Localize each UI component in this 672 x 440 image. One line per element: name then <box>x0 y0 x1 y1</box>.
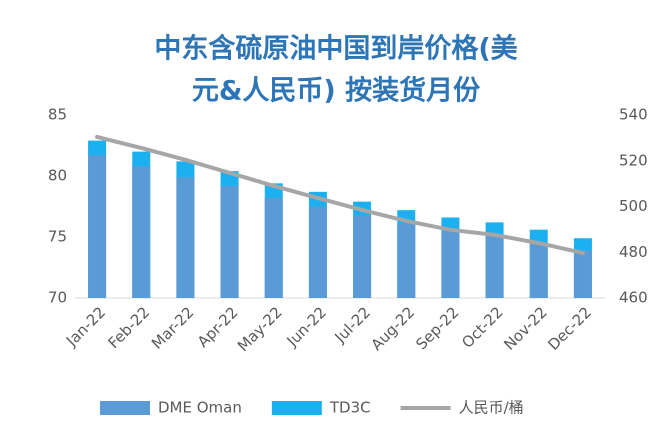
y-tick-label: 85 <box>48 106 67 124</box>
bar <box>220 185 239 298</box>
y2-tick-label: 480 <box>619 243 648 261</box>
y-tick-label: 70 <box>48 289 67 307</box>
legend-label: 人民币/桶 <box>459 399 524 417</box>
x-tick-label: Aug-22 <box>367 303 418 354</box>
bar <box>264 197 283 298</box>
bar <box>88 155 107 298</box>
x-tick-label: Jun-22 <box>283 303 330 350</box>
bar <box>441 230 460 298</box>
bar <box>397 223 416 298</box>
chart-title: 中东含硫原油中国到岸价格(美 <box>154 33 517 65</box>
x-tick-label: Dec-22 <box>544 303 595 354</box>
line <box>95 134 585 255</box>
x-tick-label: Jan-22 <box>62 303 109 350</box>
bar <box>176 177 195 298</box>
x-tick-label: May-22 <box>234 303 286 355</box>
legend-label: DME Oman <box>158 399 242 417</box>
legend-label: TD3C <box>329 399 371 417</box>
bar <box>353 215 372 298</box>
legend-swatch <box>100 401 150 415</box>
bar <box>529 243 548 298</box>
x-tick-label: Feb-22 <box>104 303 153 352</box>
chart-title: 元&人民币) 按装货月份 <box>192 75 480 107</box>
x-tick-label: Sep-22 <box>412 303 462 353</box>
bar <box>485 235 504 298</box>
y2-tick-label: 540 <box>619 106 648 124</box>
legend-swatch <box>271 401 322 415</box>
bar <box>573 250 592 298</box>
x-tick-label: Oct-22 <box>458 303 506 351</box>
y2-tick-label: 520 <box>619 151 648 169</box>
y-tick-label: 75 <box>48 228 67 246</box>
y2-tick-label: 500 <box>619 197 648 215</box>
y-tick-label: 80 <box>48 167 67 185</box>
y2-tick-label: 460 <box>619 289 648 307</box>
bar <box>308 206 327 298</box>
x-tick-label: Mar-22 <box>148 303 197 352</box>
x-tick-label: Nov-22 <box>500 303 550 353</box>
bar <box>132 166 151 298</box>
